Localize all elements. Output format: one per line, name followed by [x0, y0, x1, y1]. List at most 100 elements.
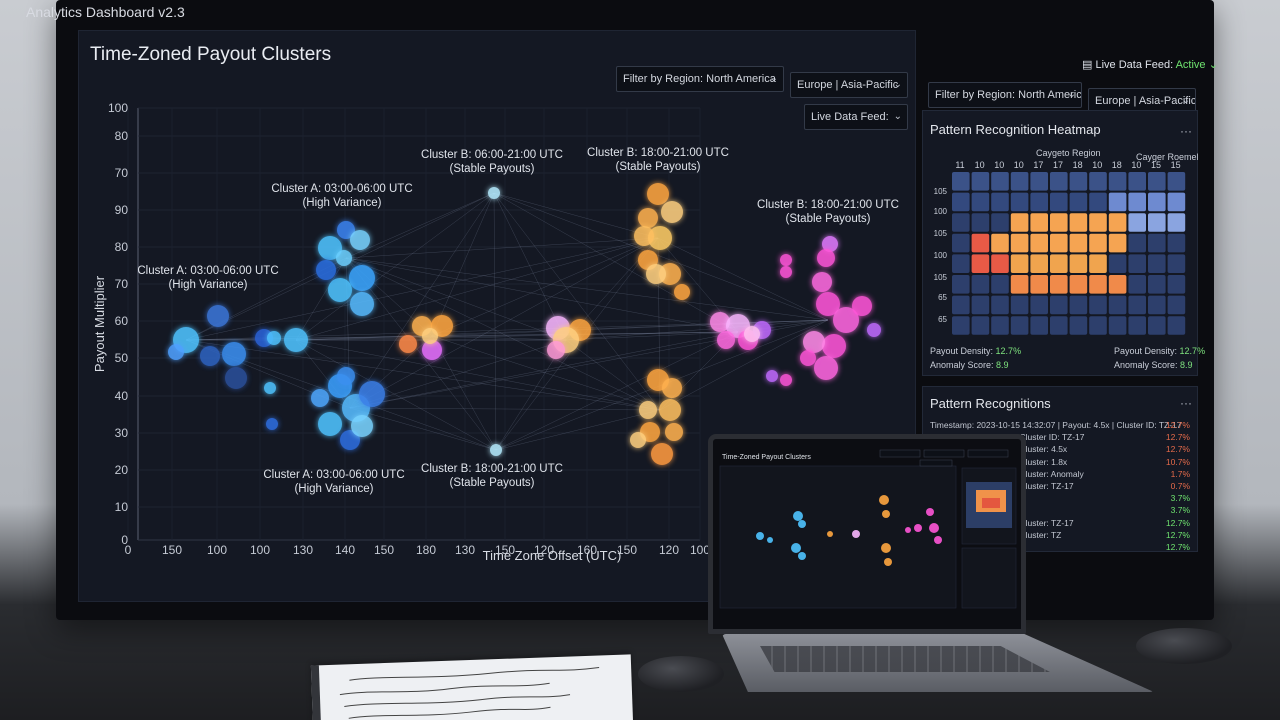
heatmap-cell [1030, 213, 1048, 232]
heatmap-cell [991, 295, 1009, 315]
heatmap-cell [1128, 233, 1146, 253]
payout-density-label: Payout Density: [930, 346, 994, 356]
cluster-edge [493, 192, 659, 239]
heatmap-cell [1148, 192, 1166, 212]
cluster-edge [185, 335, 433, 341]
cluster-annotation-sub: (High Variance) [294, 483, 373, 495]
x-tick-label: 0 [125, 543, 132, 557]
chevron-down-icon: ⌄ [769, 73, 778, 84]
laptop-dashboard-title: Time-Zoned Payout Clusters [722, 454, 811, 461]
chart-grid [127, 107, 701, 541]
scatter-point [264, 382, 276, 394]
laptop-mini-recognitions-panel [961, 547, 1017, 609]
live-feed-indicator[interactable]: ▤ Live Data Feed: Active ⌄ [1082, 58, 1218, 71]
heatmap-cell [991, 172, 1009, 191]
scatter-point [659, 399, 681, 421]
cluster-edge [493, 192, 829, 321]
scatter-point [266, 418, 278, 430]
scatter-point [803, 331, 825, 353]
scatter-point [817, 249, 835, 267]
mini-scatter-point [793, 511, 803, 521]
scatter-point [200, 346, 220, 366]
cluster-edge [295, 331, 739, 341]
heatmap-zone-label: Europe | Asia-Pacific [1095, 95, 1196, 107]
scatter-point [822, 236, 838, 252]
zone-filter-dropdown[interactable]: Europe | Asia-Pacific ⌄ [790, 72, 908, 98]
scatter-point [634, 226, 654, 246]
scatter-point [665, 423, 683, 441]
live-feed-dropdown[interactable]: Live Data Feed: ⌄ [804, 104, 908, 130]
cluster-edge [185, 237, 659, 341]
heatmap-cell [971, 233, 990, 253]
cluster-edge [565, 339, 661, 411]
heatmap-cell [1069, 172, 1088, 191]
heatmap-cell [971, 213, 990, 232]
heatmap-cell [1108, 295, 1127, 315]
heatmap-col-label: 15 [1171, 160, 1181, 170]
y-tick-label: 60 [115, 314, 129, 328]
heatmap-cell [991, 192, 1009, 212]
chevron-down-icon: ⌄ [893, 79, 902, 90]
heatmap-cell [1030, 316, 1048, 335]
heatmap-region-dropdown[interactable]: Filter by Region: North America ⌄ [928, 82, 1082, 108]
payout-density-value: 12.7% [995, 346, 1022, 356]
recognition-percent: 10.7% [1165, 456, 1190, 467]
recognitions-title: Pattern Recognitions [930, 396, 1051, 411]
live-feed-status: Active [1175, 59, 1206, 71]
scatter-point [284, 328, 308, 352]
more-options-icon[interactable]: ··· [1180, 396, 1192, 410]
cluster-edge [493, 192, 497, 451]
mini-scatter-point [827, 531, 833, 537]
heatmap-col-label: 18 [1112, 160, 1122, 170]
recognition-row[interactable]: Timestamp: 2023-10-15 14:32:07 | Payout:… [930, 420, 1190, 432]
scatter-point [422, 328, 438, 344]
heatmap-cell [1128, 254, 1146, 273]
cluster-edge [493, 192, 739, 333]
mini-scatter-point [798, 552, 806, 560]
payout-density-value-right: 12.7% [1179, 346, 1206, 356]
cluster-annotation-sub: (Stable Payouts) [449, 163, 534, 175]
mini-scatter-point [926, 508, 934, 516]
heatmap-cell [1050, 172, 1068, 191]
mini-scatter-point [767, 537, 773, 543]
x-tick-label: 150 [374, 543, 394, 557]
live-feed-dropdown-label: Live Data Feed: [811, 111, 889, 123]
cluster-edge [349, 237, 659, 409]
heatmap-cell [1050, 192, 1068, 212]
scatter-points [168, 183, 881, 465]
x-tick-label: 120 [534, 543, 554, 557]
heatmap-col-label: 10 [994, 160, 1004, 170]
cluster-edge [295, 339, 497, 451]
cluster-edge [431, 192, 495, 337]
region-filter-dropdown[interactable]: Filter by Region: North America ⌄ [616, 66, 784, 92]
cluster-edge [345, 237, 659, 259]
heatmap-cell [1089, 316, 1107, 335]
cluster-annotation: Cluster B: 18:00-21:00 UTC [587, 147, 729, 159]
heatmap-row-label: 105 [934, 187, 948, 196]
scatter-point [744, 326, 760, 342]
scatter-point [267, 331, 281, 345]
heatmap-col-label: 11 [955, 160, 964, 170]
more-options-icon[interactable]: ··· [1180, 124, 1192, 138]
heatmap-cell [1010, 192, 1029, 212]
anomaly-score-label: Anomaly Score: [930, 360, 994, 370]
x-tick-label: 150 [495, 543, 515, 557]
cluster-edge [431, 335, 497, 451]
scatter-point [547, 341, 565, 359]
scatter-point [255, 329, 273, 347]
cluster-edge [185, 339, 661, 411]
scatter-point [222, 342, 246, 366]
cluster-edge [493, 192, 661, 411]
heatmap-cell [1148, 213, 1166, 232]
mini-scatter-point [852, 530, 860, 538]
heatmap-cell [1069, 233, 1088, 253]
heatmap-cell [1050, 213, 1068, 232]
x-tick-label: 180 [416, 543, 436, 557]
heatmap-cell [991, 213, 1009, 232]
cluster-edge [295, 192, 495, 341]
heatmap-zone-dropdown[interactable]: Europe | Asia-Pacific ⌄ [1088, 88, 1196, 114]
cluster-annotation-sub: (High Variance) [302, 197, 381, 209]
cluster-edge [345, 257, 739, 333]
cluster-edge [295, 339, 661, 411]
heatmap-cell [1050, 233, 1068, 253]
